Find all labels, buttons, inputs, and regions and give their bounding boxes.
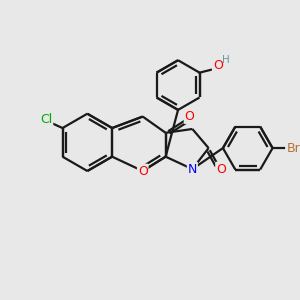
Text: Cl: Cl bbox=[40, 113, 52, 126]
Text: Br: Br bbox=[287, 142, 300, 154]
Text: N: N bbox=[188, 163, 197, 176]
Text: O: O bbox=[138, 164, 148, 178]
Text: O: O bbox=[213, 58, 223, 71]
Text: O: O bbox=[184, 110, 194, 123]
Text: O: O bbox=[216, 163, 226, 176]
Text: H: H bbox=[222, 55, 230, 65]
